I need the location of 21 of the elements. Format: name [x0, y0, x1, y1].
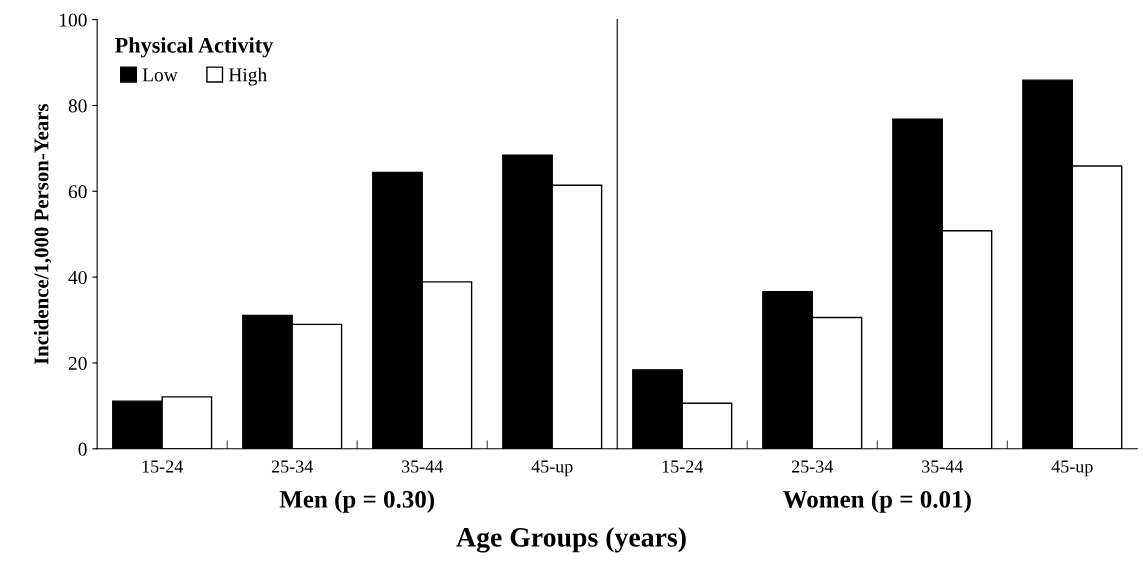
x-tick-label: 15-24 [662, 460, 704, 473]
legend-title: Physical Activity [115, 37, 274, 58]
text: Age Groups (years) [456, 527, 686, 553]
x-tick-label: 25-34 [791, 460, 834, 473]
y-tick-label: 60 [68, 185, 87, 199]
y-tick-label: 20 [68, 356, 87, 370]
x-axis-title: Men (p = 0.30) [279, 490, 435, 513]
y-tick-label: 80 [68, 99, 87, 113]
x-tick-label: 25-34 [271, 460, 313, 473]
y-tick-label: 40 [68, 270, 87, 285]
x-axis-title: Women (p = 0.01) [782, 490, 971, 513]
y-tick-label: 0 [78, 442, 87, 456]
y-tick-label: 100 [59, 13, 87, 27]
x-tick-label: 15-24 [142, 460, 183, 473]
x-tick-label: 35-44 [402, 460, 443, 473]
x-tick-label: 45-up [1051, 460, 1093, 477]
legend-label: Low [142, 68, 178, 82]
legend-label: High [228, 67, 267, 86]
x-tick-label: 45-up [531, 460, 573, 477]
y-axis-title: Incidence/1,000 Person-Years [33, 103, 52, 365]
x-tick-label: 35-44 [922, 460, 964, 473]
